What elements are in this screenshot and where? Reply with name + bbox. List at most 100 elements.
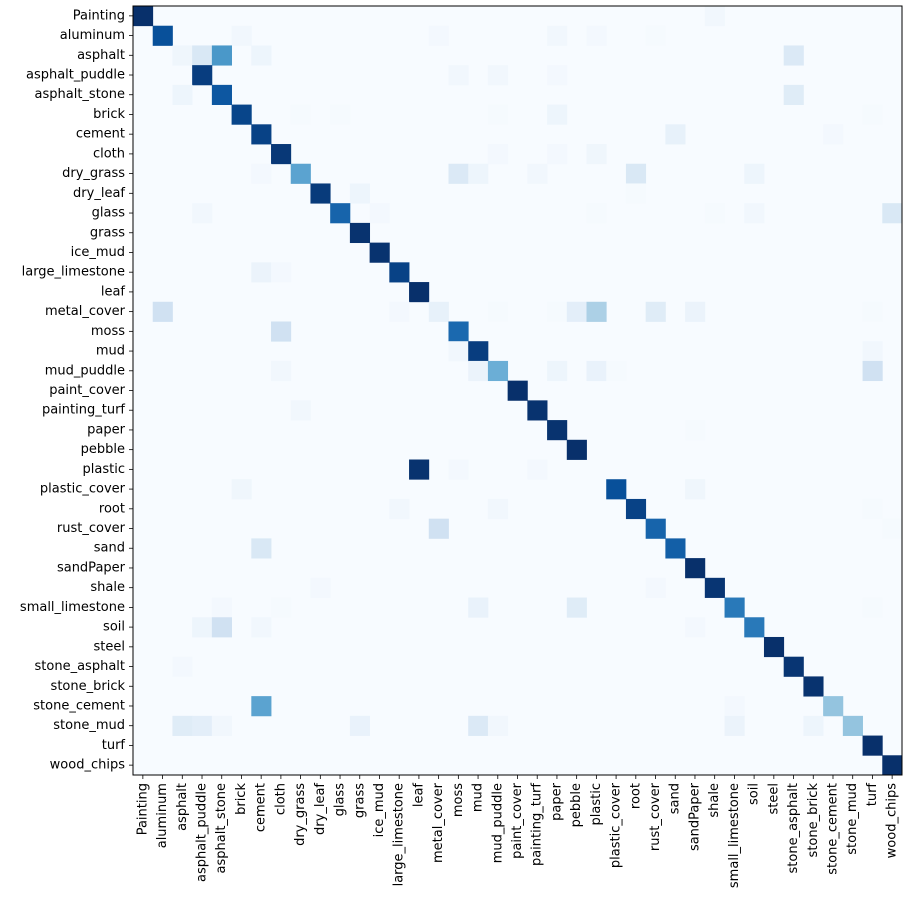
heatmap-cell	[783, 45, 804, 66]
heatmap-cell	[744, 163, 765, 184]
x-tick-label: grass	[352, 783, 367, 818]
heatmap-cell	[862, 597, 883, 618]
heatmap-cell	[645, 577, 666, 598]
heatmap-cell	[547, 360, 568, 382]
heatmap-cell	[271, 321, 292, 342]
heatmap-cell	[428, 301, 449, 322]
heatmap-cell	[763, 636, 785, 658]
heatmap-cell	[192, 65, 213, 86]
heatmap-cell	[862, 735, 883, 756]
heatmap-cell	[862, 301, 883, 322]
x-tick-label: paint_cover	[510, 782, 525, 858]
x-tick-label: steel	[766, 783, 781, 814]
heatmap-cell	[172, 45, 193, 66]
heatmap-cell	[211, 617, 232, 638]
heatmap-cell	[428, 25, 449, 46]
x-tick-label: stone_cement	[825, 783, 840, 875]
heatmap-cell	[468, 597, 489, 618]
x-tick-label: metal_cover	[431, 782, 446, 863]
heatmap-cell	[468, 360, 489, 382]
axis-ticks	[129, 15, 893, 779]
heatmap-cell	[152, 25, 173, 46]
heatmap-cell	[527, 459, 548, 480]
x-tick-label: large_limestone	[392, 783, 407, 886]
x-tick-labels: Painting aluminum asphalt asphalt_puddle asp…	[135, 782, 899, 888]
heatmap-cell	[665, 538, 686, 559]
x-tick-label: cloth	[273, 783, 288, 815]
heatmap-cell	[685, 420, 706, 441]
y-tick-label: dry_leaf	[73, 186, 125, 201]
heatmap-cell	[290, 400, 311, 421]
y-tick-label: mud	[96, 344, 125, 359]
heatmap-cell	[704, 6, 725, 27]
heatmap-cell	[192, 45, 213, 66]
y-tick-label: sandPaper	[57, 560, 126, 575]
heatmap-cell	[487, 65, 509, 86]
heatmap-cell	[606, 479, 627, 500]
y-tick-label: ice_mud	[71, 245, 125, 260]
y-tick-label: asphalt_puddle	[26, 68, 125, 83]
x-tick-label: pebble	[569, 783, 584, 827]
heatmap-cell	[448, 341, 469, 362]
x-tick-label: rust_cover	[648, 782, 663, 851]
heatmap-cell	[251, 617, 272, 638]
heatmap-cell	[369, 242, 390, 263]
heatmap-cell	[211, 84, 232, 105]
y-tick-label: mud_puddle	[45, 363, 125, 378]
heatmap-cell	[271, 597, 292, 618]
heatmap-cell	[685, 479, 706, 500]
heatmap-cell	[172, 656, 193, 677]
heatmap-cell	[251, 163, 272, 184]
heatmap-cell	[290, 104, 311, 125]
heatmap-cell	[803, 715, 824, 736]
heatmap-cell	[231, 479, 252, 500]
y-tick-label: asphalt_stone	[35, 87, 125, 102]
heatmap-cell	[409, 282, 430, 303]
heatmap-cell	[251, 696, 272, 717]
heatmap-cell	[606, 360, 627, 382]
y-tick-label: wood_chips	[50, 758, 126, 773]
x-tick-label: stone_mud	[845, 783, 860, 855]
y-tick-label: aluminum	[60, 28, 125, 43]
heatmap-cell	[862, 498, 883, 520]
heatmap-cell	[882, 518, 903, 539]
heatmap-cell	[547, 104, 568, 125]
x-tick-label: glass	[333, 783, 348, 817]
y-tick-label: soil	[103, 620, 125, 635]
heatmap-cell	[547, 420, 568, 441]
heatmap-cell	[724, 696, 745, 717]
heatmap-cell	[862, 360, 883, 382]
heatmap-cell	[349, 183, 371, 204]
heatmap-cell	[586, 144, 607, 165]
x-tick-label: painting_turf	[530, 783, 545, 866]
y-tick-label: leaf	[101, 284, 126, 299]
x-tick-label: stone_brick	[806, 783, 821, 858]
x-tick-label: sandPaper	[687, 782, 702, 851]
heatmap-cell	[586, 301, 607, 322]
heatmap-cell	[271, 144, 292, 165]
heatmap-cell	[487, 360, 509, 382]
y-tick-label: dry_grass	[62, 166, 125, 181]
heatmap-cells	[133, 6, 903, 776]
heatmap-cell	[566, 597, 587, 618]
y-tick-labels: Painting aluminum asphalt asphalt_puddleasp…	[20, 8, 126, 772]
heatmap-cell	[251, 124, 272, 145]
heatmap-cell	[409, 459, 430, 480]
x-tick-label: ice_mud	[372, 783, 387, 837]
heatmap-cell	[862, 341, 883, 362]
x-tick-label: paper	[549, 782, 564, 820]
y-tick-label: paper	[87, 422, 125, 437]
heatmap-cell	[487, 144, 509, 165]
y-tick-label: rust_cover	[57, 521, 126, 536]
heatmap-cell	[251, 45, 272, 66]
heatmap-cell	[192, 203, 213, 224]
heatmap-cell	[625, 498, 647, 520]
heatmap-cell	[704, 203, 725, 224]
y-tick-label: pebble	[81, 442, 125, 457]
y-tick-label: large_limestone	[22, 265, 125, 280]
heatmap-cell	[192, 617, 213, 638]
heatmap-cell	[428, 518, 449, 539]
heatmap-cell	[586, 360, 607, 382]
x-tick-label: brick	[234, 783, 249, 815]
heatmap-cell	[566, 301, 587, 322]
